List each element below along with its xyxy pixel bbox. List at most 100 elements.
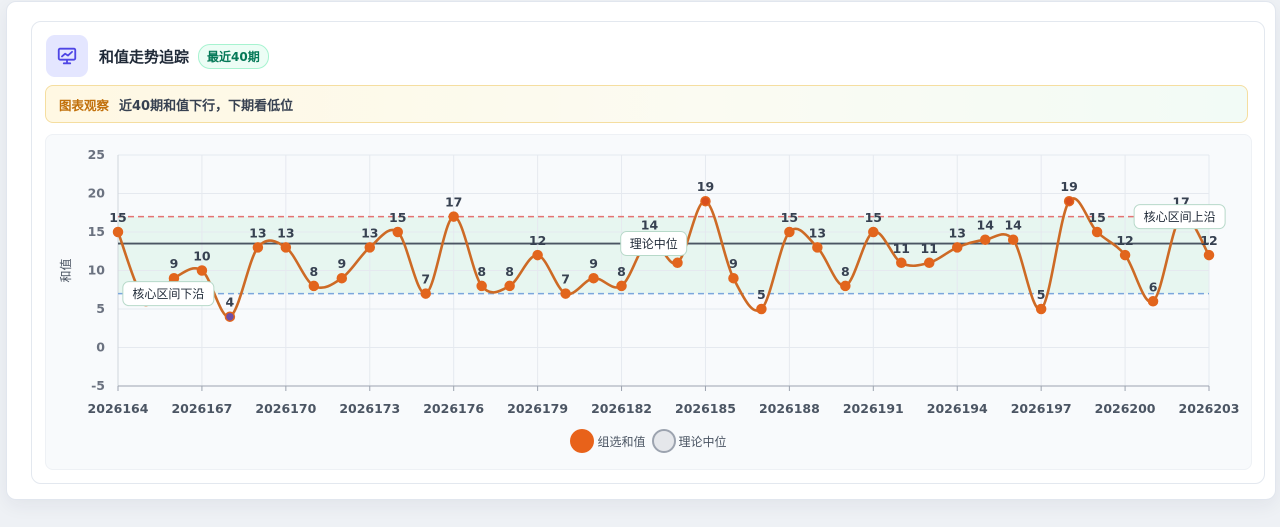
data-label: 14: [977, 218, 995, 233]
y-tick-label: 10: [88, 263, 106, 278]
data-label: 15: [389, 210, 406, 225]
data-point: [784, 226, 795, 238]
median-annotation: 理论中位: [620, 231, 688, 257]
data-label: 8: [841, 264, 850, 279]
data-point: [924, 257, 935, 269]
data-point: [616, 280, 627, 292]
upper-bound-annotation: 核心区间上沿: [1133, 204, 1226, 230]
observation-label: 图表观察: [59, 97, 110, 113]
data-point: [1035, 303, 1047, 315]
data-point: [672, 257, 683, 269]
data-label: 5: [757, 287, 766, 302]
data-point: [1007, 234, 1019, 245]
data-point: [896, 257, 907, 269]
data-label: 15: [109, 210, 126, 225]
data-label: 9: [589, 256, 598, 271]
data-label: 5: [1037, 287, 1046, 302]
data-label: 10: [193, 249, 211, 264]
observation-text: 近40期和值下行，下期看低位: [119, 98, 294, 114]
data-label: 8: [617, 264, 626, 279]
data-label: 13: [361, 225, 378, 240]
data-point: [308, 280, 320, 292]
x-tick-label: 2026173: [339, 401, 400, 416]
data-point: [252, 242, 264, 253]
upper-bound-annotation-text: 核心区间上沿: [1144, 210, 1216, 224]
data-point: [392, 226, 403, 238]
observation-banner: 图表观察 近40期和值下行，下期看低位: [45, 85, 1248, 123]
data-label: 14: [641, 218, 659, 233]
data-point: [1147, 296, 1159, 307]
data-point: [700, 195, 711, 207]
x-tick-label: 2026170: [255, 401, 316, 416]
y-tick-label: 20: [88, 186, 106, 201]
x-tick-label: 2026191: [843, 401, 904, 416]
data-label: 9: [337, 256, 346, 271]
data-label: 7: [561, 272, 570, 287]
y-tick-label: 25: [88, 147, 105, 162]
data-point: [588, 272, 599, 284]
data-label: 14: [1004, 218, 1022, 233]
data-label: 11: [893, 241, 910, 256]
data-point: [112, 226, 124, 238]
x-tick-label: 2026176: [423, 401, 484, 416]
y-axis-label: 和值: [58, 258, 73, 282]
x-tick-label: 2026194: [927, 401, 988, 416]
page-frame: 和值走势追踪 最近40期 图表观察 近40期和值下行，下期看低位 -5 0 5 10 1…: [6, 1, 1276, 500]
x-tick-label: 2026182: [591, 401, 652, 416]
data-point: [364, 242, 376, 253]
x-tick-label: 2026167: [171, 401, 232, 416]
data-point: [951, 242, 963, 253]
data-label: 12: [1200, 233, 1217, 248]
data-label: 8: [309, 264, 318, 279]
data-point: [420, 288, 431, 299]
data-point: [448, 211, 459, 222]
card-header: 和值走势追踪 最近40期: [46, 34, 269, 78]
data-point: [476, 280, 487, 292]
data-point: [224, 311, 236, 322]
legend-series-label: 组选和值: [597, 434, 646, 449]
chart-legend: 组选和值 理论中位: [46, 429, 1251, 453]
trend-card: 和值走势追踪 最近40期 图表观察 近40期和值下行，下期看低位 -5 0 5 10 1…: [31, 21, 1265, 484]
legend-median-label: 理论中位: [678, 434, 727, 449]
data-point: [1203, 249, 1215, 261]
x-tick-label: 2026197: [1011, 401, 1072, 416]
data-point: [1091, 226, 1103, 238]
x-tick-label: 2026185: [675, 401, 736, 416]
data-label: 15: [781, 210, 798, 225]
x-tick-label: 2026164: [88, 401, 149, 416]
legend-item-median[interactable]: 理论中位: [651, 429, 727, 453]
legend-item-series[interactable]: 组选和值: [570, 429, 646, 453]
data-label: 19: [697, 179, 714, 194]
data-label: 17: [445, 195, 462, 210]
card-title: 和值走势追踪: [99, 47, 190, 66]
lower-bound-annotation: 核心区间下沿: [122, 281, 215, 307]
data-label: 15: [1088, 210, 1105, 225]
data-label: 12: [529, 233, 546, 248]
data-label: 13: [809, 225, 826, 240]
data-label: 9: [170, 256, 179, 271]
data-point: [728, 272, 739, 284]
y-tick-label: -5: [91, 378, 105, 393]
x-tick-label: 2026203: [1179, 401, 1240, 416]
data-point: [1063, 195, 1075, 207]
median-annotation-text: 理论中位: [630, 236, 678, 251]
data-point: [812, 242, 823, 253]
data-point: [979, 234, 991, 245]
upper-bound-annotation-box: [1133, 204, 1226, 230]
x-tick-label: 2026179: [507, 401, 568, 416]
data-label: 13: [277, 225, 294, 240]
data-point: [532, 249, 543, 261]
data-label: 8: [505, 264, 514, 279]
data-label: 7: [421, 272, 430, 287]
data-label: 15: [865, 210, 882, 225]
data-point: [756, 303, 767, 315]
data-label: 11: [921, 241, 938, 256]
lower-bound-annotation-box: [122, 281, 215, 307]
data-point: [280, 242, 292, 253]
data-label: 13: [249, 225, 266, 240]
median-annotation-box: [620, 231, 688, 257]
lower-bound-annotation-text: 核心区间下沿: [132, 287, 204, 301]
x-tick-label: 2026200: [1095, 401, 1156, 416]
y-tick-label: 15: [88, 224, 105, 239]
